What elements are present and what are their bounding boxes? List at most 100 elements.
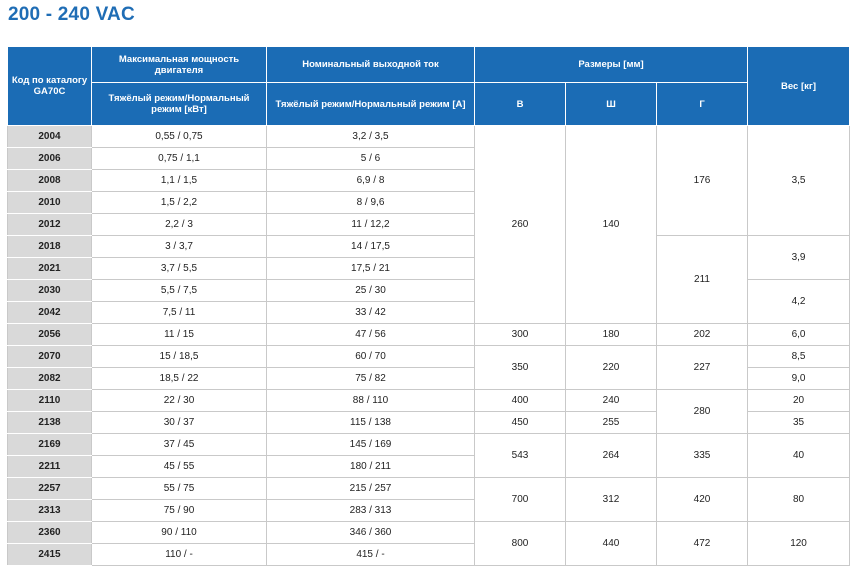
row-current: 25 / 30: [266, 279, 475, 302]
row-current: 346 / 360: [266, 521, 475, 544]
dim-depth: 176: [655, 125, 749, 236]
dim-depth: 202: [655, 323, 749, 346]
table-row: 2056 11 / 15 47 / 56 300 180 202 6,0: [7, 323, 851, 346]
row-power: 1,1 / 1,5: [91, 169, 267, 192]
row-current: 33 / 42: [266, 301, 475, 324]
row-code: 2360: [7, 521, 92, 544]
dim-height: 700: [474, 477, 566, 522]
table-row: 2004 0,55 / 0,75 3,2 / 3,5 260 140 176 3…: [7, 125, 851, 324]
row-code: 2211: [7, 455, 92, 478]
row-code: 2082: [7, 367, 92, 390]
dim-width: 264: [565, 433, 657, 478]
row-power: 22 / 30: [91, 389, 267, 412]
row-power: 3 / 3,7: [91, 235, 267, 258]
row-current: 47 / 56: [266, 323, 475, 346]
header-dim-width: Ш: [565, 82, 657, 126]
dim-depth: 227: [655, 345, 749, 390]
dim-depth: 211: [655, 235, 749, 324]
table-row: 2169 37 / 45 145 / 169 543 264 335 40: [7, 433, 851, 478]
header-power-sub: Тяжёлый режим/Нормальный режим [кВт]: [91, 82, 267, 126]
row-code: 2257: [7, 477, 92, 500]
table-row: 2082 18,5 / 22 75 / 82 9,0: [7, 367, 851, 390]
row-current: 5 / 6: [266, 147, 475, 170]
dim-width: 312: [565, 477, 657, 522]
weight: 8,5: [747, 345, 851, 368]
row-code: 2030: [7, 279, 92, 302]
table-row: 2030 5,5 / 7,5 25 / 30 4,2: [7, 279, 851, 324]
header-power: Максимальная мощность двигателя: [91, 46, 267, 83]
row-current: 17,5 / 21: [266, 257, 475, 280]
dim-height: 300: [474, 323, 566, 346]
row-code: 2415: [7, 543, 92, 566]
row-current: 8 / 9,6: [266, 191, 475, 214]
row-code: 2010: [7, 191, 92, 214]
row-current: 215 / 257: [266, 477, 475, 500]
row-current: 60 / 70: [266, 345, 475, 368]
weight: 9,0: [747, 367, 851, 390]
dim-height: 350: [474, 345, 566, 390]
dim-width: 255: [565, 411, 657, 434]
weight: 20: [747, 389, 851, 412]
weight: 4,2: [747, 279, 851, 324]
row-current: 6,9 / 8: [266, 169, 475, 192]
header-dim-height: В: [474, 82, 566, 126]
row-power: 30 / 37: [91, 411, 267, 434]
dim-width: 180: [565, 323, 657, 346]
row-code: 2012: [7, 213, 92, 236]
dim-width: 240: [565, 389, 657, 412]
table-row: 2006 0,75 / 1,1 5 / 6: [7, 147, 850, 170]
weight: 35: [747, 411, 851, 434]
table-row: 2257 55 / 75 215 / 257 700 312 420 80: [7, 477, 851, 522]
dim-height: 260: [474, 125, 566, 324]
row-current: 145 / 169: [266, 433, 475, 456]
table-row: 2138 30 / 37 115 / 138 450 255 35: [7, 411, 851, 434]
row-code: 2169: [7, 433, 92, 456]
row-current: 283 / 313: [266, 499, 475, 522]
row-code: 2056: [7, 323, 92, 346]
row-power: 1,5 / 2,2: [91, 191, 267, 214]
table-row: 2010 1,5 / 2,2 8 / 9,6: [7, 191, 850, 214]
header-current: Номинальный выходной ток: [266, 46, 475, 83]
row-power: 2,2 / 3: [91, 213, 267, 236]
header-code: Код по каталогу GA70C: [7, 46, 92, 126]
header-current-sub: Тяжёлый режим/Нормальный режим [А]: [266, 82, 475, 126]
row-code: 2138: [7, 411, 92, 434]
dim-width: 140: [565, 125, 657, 324]
row-code: 2008: [7, 169, 92, 192]
weight: 6,0: [747, 323, 851, 346]
dim-height: 800: [474, 521, 566, 566]
table-row: 2021 3,7 / 5,5 17,5 / 21: [7, 257, 850, 280]
table-row: 2018 3 / 3,7 14 / 17,5 211 3,9: [7, 235, 851, 324]
dim-depth: 335: [655, 433, 749, 478]
row-current: 3,2 / 3,5: [266, 125, 475, 148]
row-code: 2006: [7, 147, 92, 170]
dim-height: 400: [474, 389, 566, 412]
row-current: 14 / 17,5: [266, 235, 475, 258]
row-current: 415 / -: [266, 543, 475, 566]
dim-depth: 420: [655, 477, 749, 522]
row-current: 11 / 12,2: [266, 213, 475, 236]
row-current: 115 / 138: [266, 411, 475, 434]
row-power: 37 / 45: [91, 433, 267, 456]
row-current: 88 / 110: [266, 389, 475, 412]
dim-depth: 280: [655, 389, 749, 434]
table-row: 2070 15 / 18,5 60 / 70 350 220 227 8,5: [7, 345, 851, 390]
weight: 3,5: [747, 125, 851, 236]
row-code: 2313: [7, 499, 92, 522]
row-current: 180 / 211: [266, 455, 475, 478]
weight: 40: [747, 433, 851, 478]
row-power: 15 / 18,5: [91, 345, 267, 368]
dim-height: 450: [474, 411, 566, 434]
row-power: 90 / 110: [91, 521, 267, 544]
weight: 120: [747, 521, 851, 566]
row-power: 3,7 / 5,5: [91, 257, 267, 280]
header-weight: Вес [кг]: [747, 46, 851, 126]
table-row: 2110 22 / 30 88 / 110 400 240 280 20: [7, 389, 851, 434]
weight: 3,9: [747, 235, 851, 280]
row-power: 45 / 55: [91, 455, 267, 478]
row-current: 75 / 82: [266, 367, 475, 390]
row-power: 5,5 / 7,5: [91, 279, 267, 302]
row-power: 0,75 / 1,1: [91, 147, 267, 170]
row-power: 7,5 / 11: [91, 301, 267, 324]
row-power: 75 / 90: [91, 499, 267, 522]
